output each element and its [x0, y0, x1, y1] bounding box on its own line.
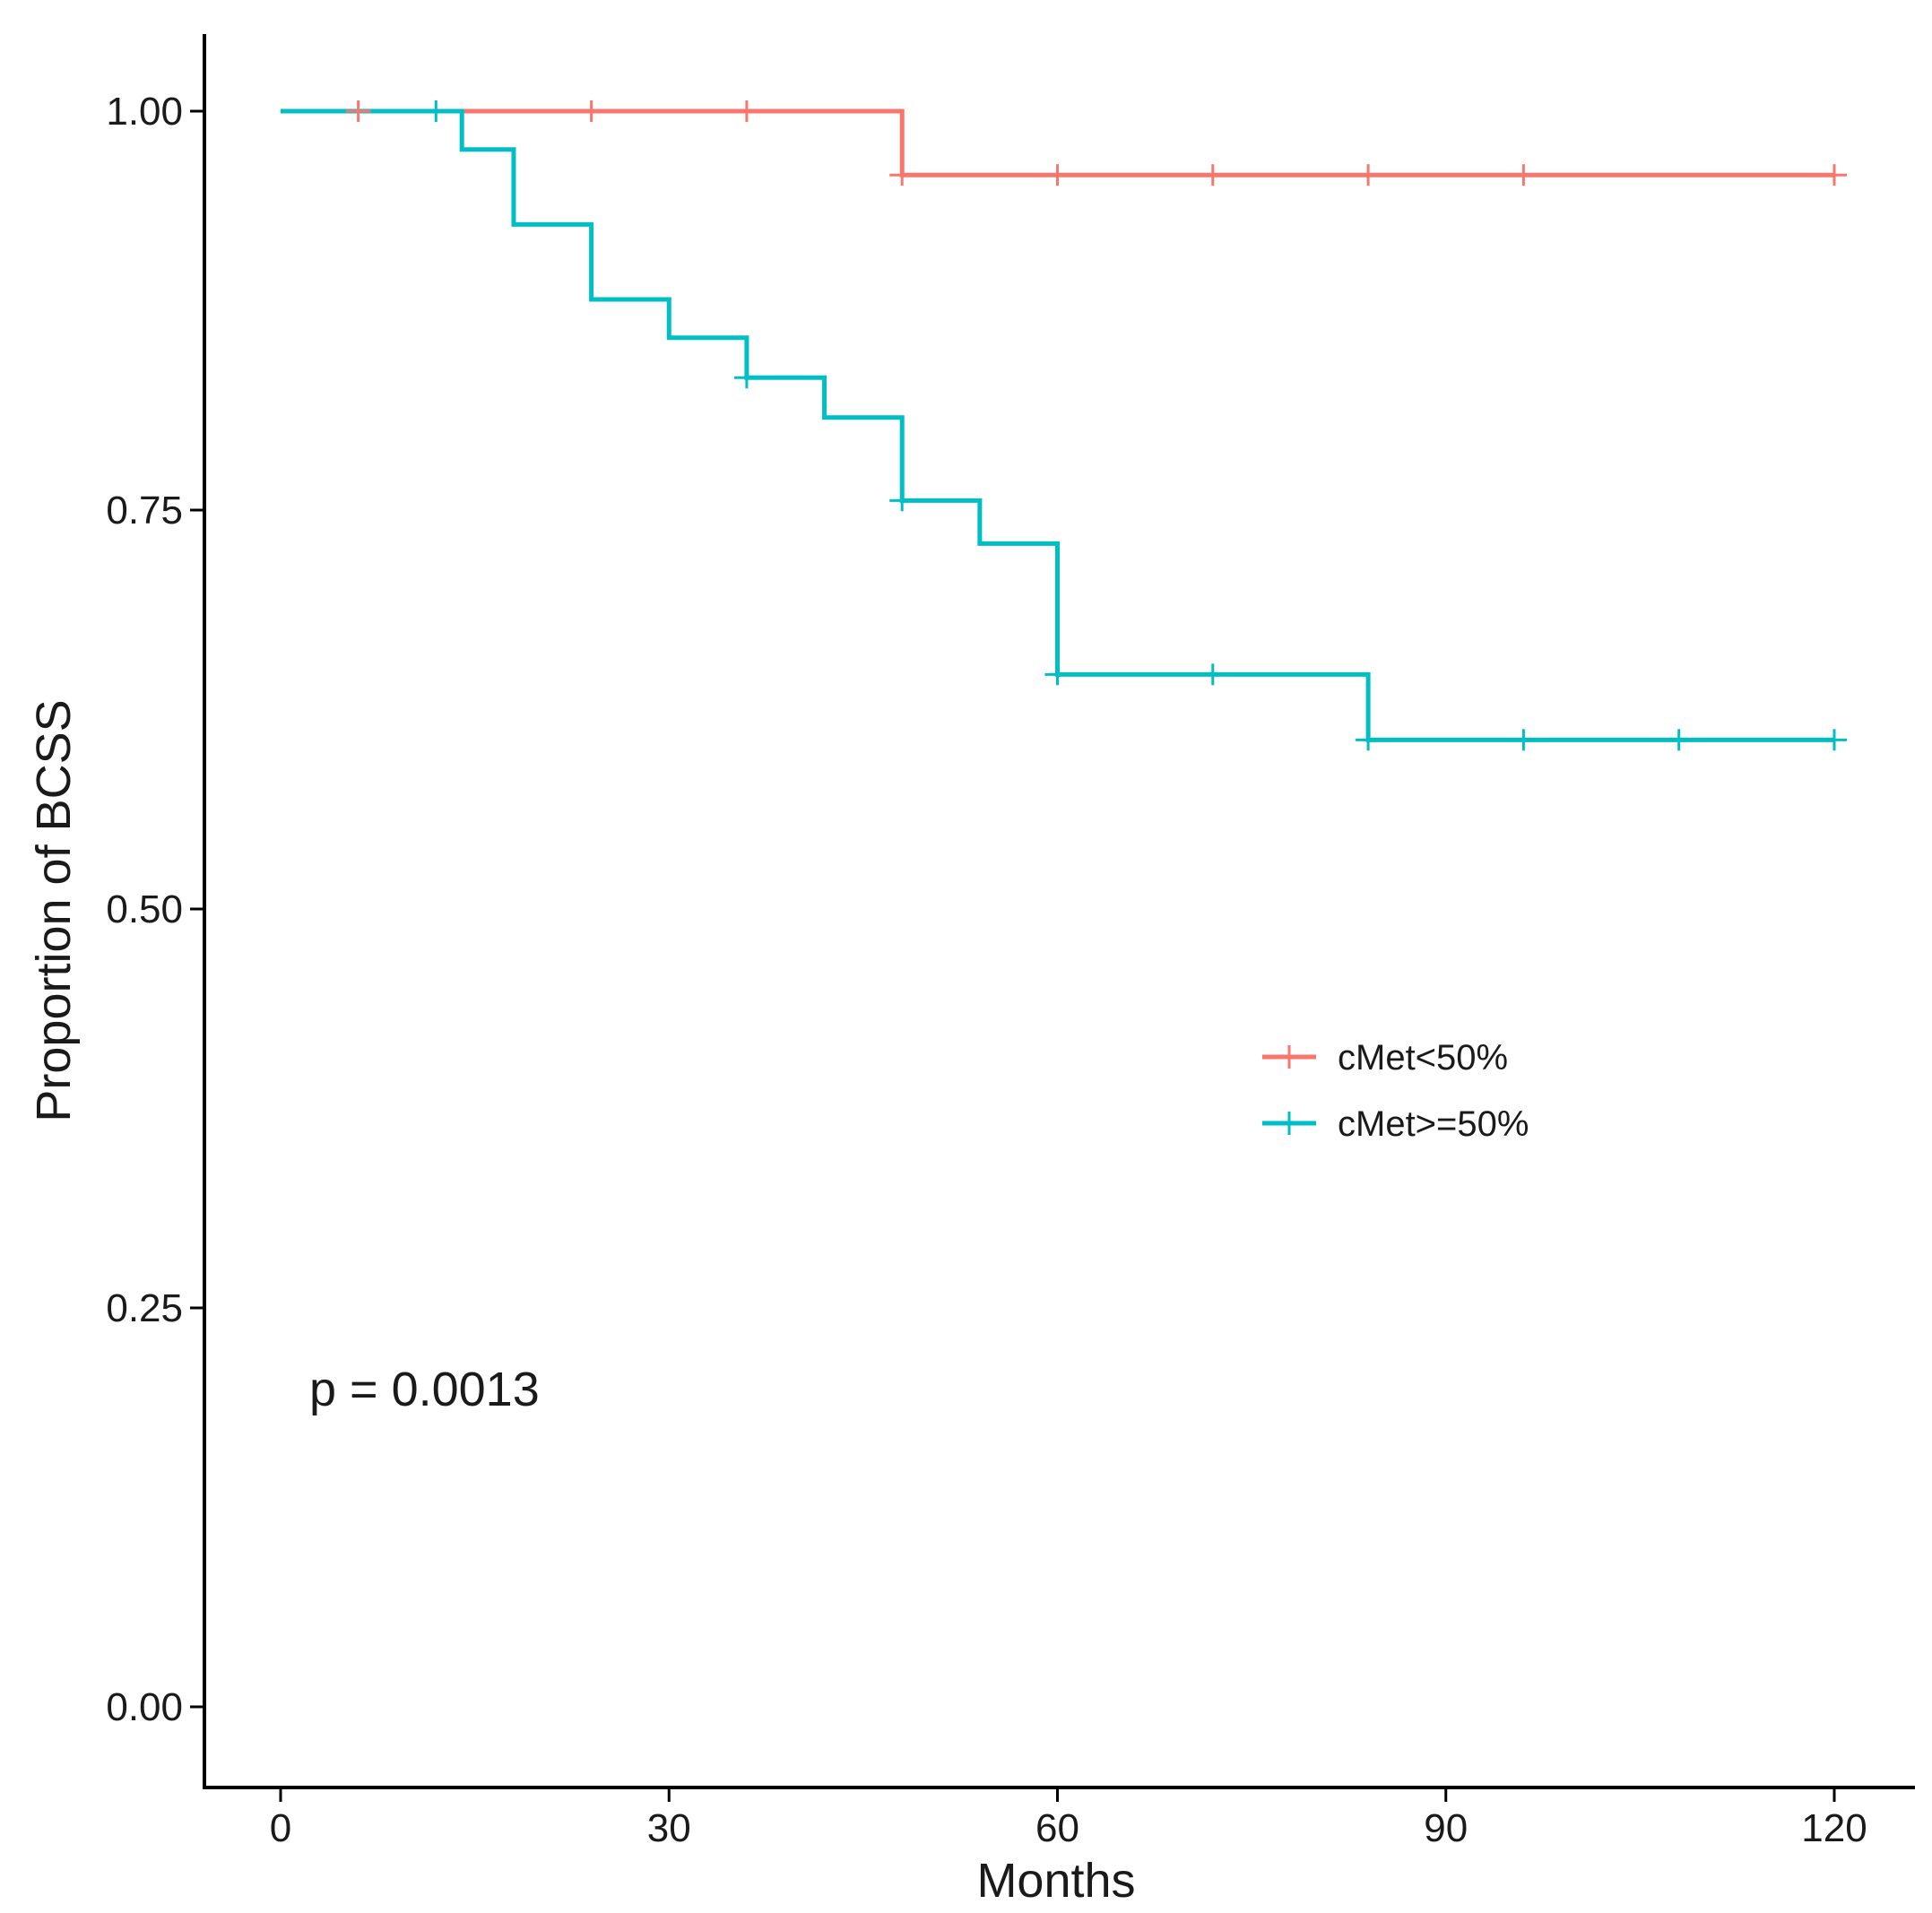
- censor-mark: [1356, 164, 1382, 186]
- censor-mark: [1356, 729, 1382, 751]
- x-tick-label: 30: [647, 1806, 691, 1850]
- censor-marks: [345, 100, 1847, 751]
- survival-curves: [281, 108, 1834, 742]
- y-tick-label: 0.00: [106, 1685, 183, 1729]
- censor-mark: [733, 100, 759, 122]
- censor-mark: [1511, 729, 1537, 751]
- censor-mark: [889, 164, 915, 186]
- p-value-annotation: p = 0.0013: [309, 1363, 540, 1416]
- y-tick-label: 0.75: [106, 489, 183, 532]
- y-axis-title: Proportion of BCSS: [27, 699, 81, 1121]
- censor-mark: [1511, 164, 1537, 186]
- censor-mark: [1822, 729, 1847, 751]
- y-tick-label: 0.25: [106, 1286, 183, 1330]
- legend-label: cMet<50%: [1338, 1038, 1508, 1078]
- legend-label: cMet>=50%: [1338, 1104, 1529, 1144]
- x-tick-label: 0: [270, 1806, 291, 1850]
- x-tick-label: 120: [1801, 1806, 1867, 1850]
- y-tick-label: 0.50: [106, 887, 183, 931]
- censor-mark: [1822, 164, 1847, 186]
- censor-mark: [889, 489, 915, 512]
- axis-ticks: 0 30 60 90 120 0.00 0.25 0.50 0.75 1.00: [106, 90, 1867, 1850]
- x-axis-title: Months: [976, 1854, 1135, 1908]
- km-curve-2: [281, 108, 1834, 742]
- y-tick-label: 1.00: [106, 90, 183, 134]
- censor-mark: [345, 100, 371, 122]
- legend: cMet<50% cMet>=50%: [1262, 1038, 1529, 1144]
- censor-mark: [1044, 164, 1070, 186]
- x-tick-label: 60: [1035, 1806, 1079, 1850]
- censor-mark: [733, 367, 759, 389]
- censor-mark: [1200, 663, 1226, 686]
- censor-mark: [1200, 164, 1226, 186]
- x-tick-label: 90: [1424, 1806, 1468, 1850]
- censor-mark: [578, 100, 604, 122]
- censor-mark: [423, 100, 449, 122]
- censor-mark: [1666, 729, 1692, 751]
- censor-mark: [1044, 663, 1070, 686]
- legend-entry: cMet<50%: [1262, 1038, 1508, 1078]
- legend-entry: cMet>=50%: [1262, 1104, 1529, 1144]
